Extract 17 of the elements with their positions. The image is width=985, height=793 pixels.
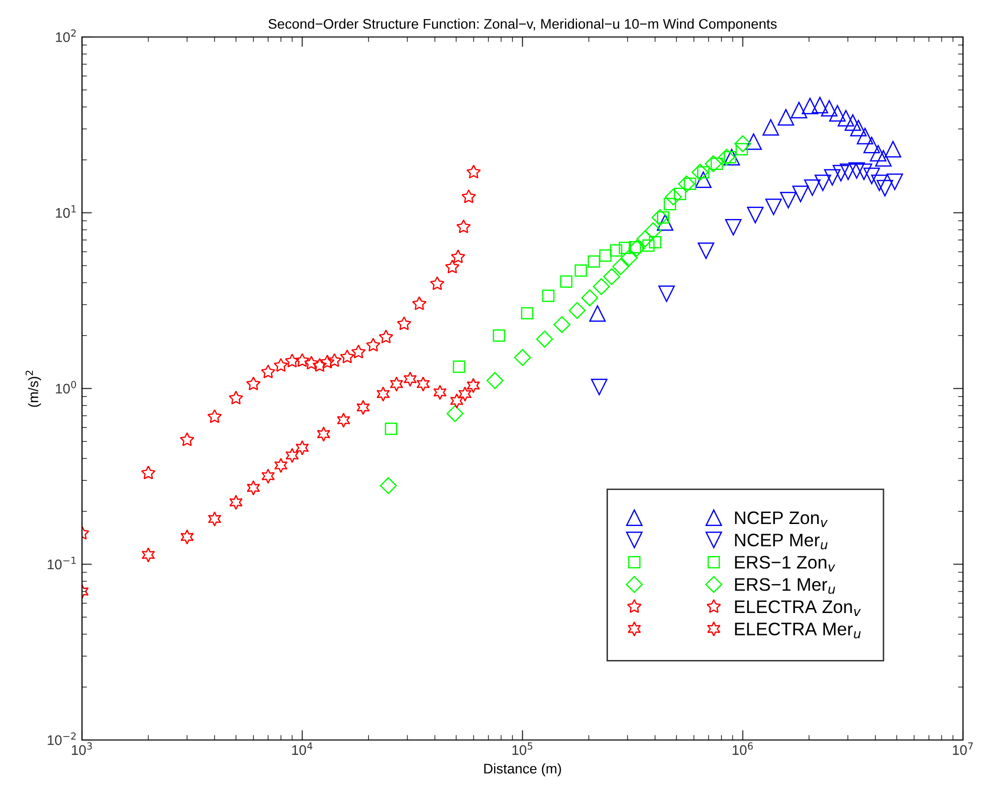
legend-label: NCEP Zon$_{v}$ [735, 511, 828, 527]
legend-label: NCEP Mer$_{u}$ [735, 534, 828, 550]
y-tick-label: 10$^{1}$ [56, 205, 76, 218]
x-tick-label: 10$^{7}$ [952, 742, 973, 755]
x-tick-label: 10$^{6}$ [732, 742, 753, 755]
chart-title: Second−Order Structure Function: Zonal−v, Meridional−u 10−m Wind Components [268, 18, 777, 32]
x-tick-label: 10$^{5}$ [512, 742, 532, 755]
x-tick-label: 10$^{4}$ [292, 742, 312, 755]
legend-label: ELECTRA Mer$_{u}$ [735, 622, 861, 638]
x-axis-title: Distance (m) [484, 763, 561, 776]
y-tick-label: 10$^{0}$ [56, 380, 76, 394]
legend-label: ERS−1 Zon$_{v}$ [735, 556, 836, 572]
legend-label: ELECTRA Zon$_{v}$ [735, 600, 861, 616]
y-tick-label: 10$^{2}$ [56, 29, 76, 42]
legend-label: ERS−1 Mer$_{u}$ [735, 578, 836, 594]
y-axis-title: (m/s)$^{2}$ [26, 370, 42, 407]
y-tick-label: 10$^{−1}$ [48, 556, 76, 570]
